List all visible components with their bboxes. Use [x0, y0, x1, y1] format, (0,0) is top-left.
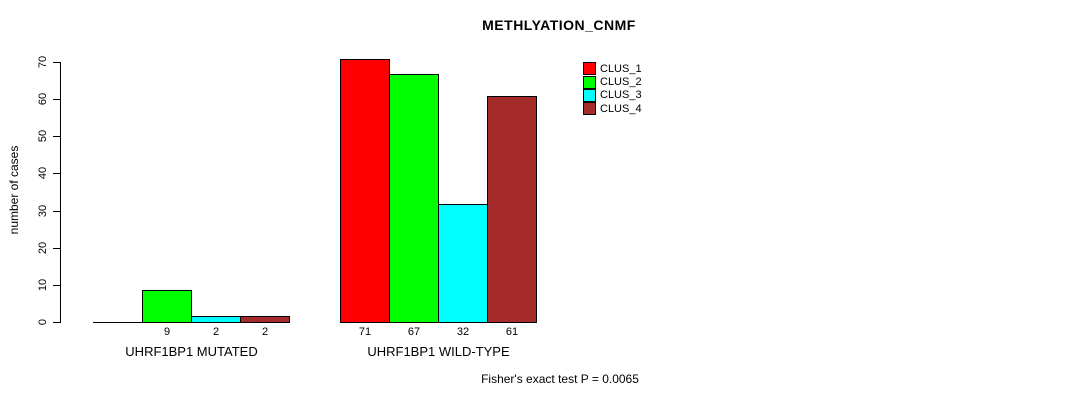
legend-label: CLUS_2 — [600, 76, 642, 89]
legend-swatch-icon — [583, 75, 596, 89]
bar-value-label: 2 — [261, 326, 269, 338]
bar-value-label: 9 — [163, 326, 171, 338]
y-axis-tick — [53, 99, 60, 100]
legend-label: CLUS_1 — [600, 62, 642, 75]
legend: CLUS_1 CLUS_2 CLUS_3 CLUS_4 — [583, 62, 642, 116]
bar-value-label: 61 — [505, 326, 519, 338]
legend-item-clus_1: CLUS_1 — [583, 62, 642, 76]
y-axis-tick-label: 10 — [37, 278, 49, 292]
bar-clus_2-group1 — [142, 290, 192, 323]
y-axis-tick-label: 0 — [37, 318, 49, 326]
chart-title: METHLYATION_CNMF — [482, 17, 636, 33]
group-label-2: UHRF1BP1 WILD-TYPE — [367, 344, 510, 359]
legend-label: CLUS_3 — [600, 89, 642, 102]
legend-swatch-icon — [583, 102, 596, 116]
y-axis-line — [60, 62, 61, 323]
y-axis-tick — [53, 248, 60, 249]
y-axis-tick — [53, 322, 60, 323]
y-axis-tick — [53, 62, 60, 63]
y-axis-tick — [53, 285, 60, 286]
legend-item-clus_3: CLUS_3 — [583, 88, 642, 102]
legend-swatch-icon — [583, 88, 596, 102]
legend-item-clus_2: CLUS_2 — [583, 75, 642, 89]
y-axis-tick — [53, 136, 60, 137]
bar-value-label: 2 — [212, 326, 220, 338]
group-label-1: UHRF1BP1 MUTATED — [125, 344, 258, 359]
legend-label: CLUS_4 — [600, 102, 642, 115]
bar-clus_3-group1 — [191, 316, 241, 323]
y-axis-tick-label: 20 — [37, 241, 49, 255]
y-axis-tick-label: 30 — [37, 204, 49, 218]
bar-clus_4-group2 — [487, 96, 537, 323]
legend-swatch-icon — [583, 62, 596, 76]
y-axis-tick-label: 60 — [37, 92, 49, 106]
y-axis-tick-label: 40 — [37, 166, 49, 180]
bar-clus_4-group1 — [240, 316, 290, 323]
y-axis-tick-label: 70 — [37, 55, 49, 69]
y-axis-title: number of cases — [7, 145, 21, 235]
bar-clus_2-group2 — [389, 74, 439, 323]
bar-clus_3-group2 — [438, 204, 488, 323]
fisher-test-annotation: Fisher's exact test P = 0.0065 — [481, 372, 639, 386]
bar-value-label: 32 — [456, 326, 470, 338]
bar-value-label: 71 — [358, 326, 372, 338]
y-axis-tick-label: 50 — [37, 129, 49, 143]
y-axis-tick — [53, 211, 60, 212]
y-axis-tick — [53, 173, 60, 174]
bar-value-label: 67 — [407, 326, 421, 338]
bar-clus_1-group2 — [340, 59, 390, 323]
legend-item-clus_4: CLUS_4 — [583, 102, 642, 116]
